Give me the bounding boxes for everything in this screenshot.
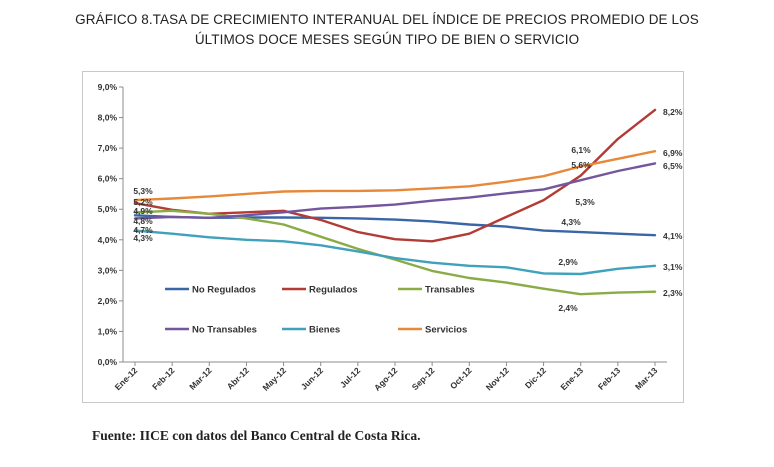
series-line-no-transables bbox=[133, 162, 657, 220]
data-label: 4,3% bbox=[561, 217, 581, 227]
data-label: 2,3% bbox=[663, 288, 683, 298]
data-label: 2,4% bbox=[558, 303, 578, 313]
x-tick-label: Jun-12 bbox=[299, 365, 326, 392]
data-label: 5,6% bbox=[571, 160, 591, 170]
legend-label-transables: Transables bbox=[425, 285, 475, 296]
y-tick-label: 5,0% bbox=[98, 204, 118, 214]
y-tick-label: 3,0% bbox=[98, 265, 118, 275]
legend-label-no-transables: No Transables bbox=[192, 325, 257, 336]
data-label: 4,3% bbox=[133, 233, 153, 243]
y-tick-label: 4,0% bbox=[98, 235, 118, 245]
legend-label-servicios: Servicios bbox=[425, 325, 467, 336]
data-label: 2,9% bbox=[558, 257, 578, 267]
x-tick-label: May-12 bbox=[261, 365, 289, 393]
y-tick-label: 8,0% bbox=[98, 113, 118, 123]
data-label: 6,1% bbox=[571, 145, 591, 155]
x-tick-label: Oct-12 bbox=[448, 365, 474, 391]
x-tick-label: Ene-12 bbox=[113, 365, 140, 392]
x-tick-label: Nov-12 bbox=[484, 365, 511, 392]
source-note: Fuente: IICE con datos del Banco Central… bbox=[92, 428, 421, 443]
y-tick-label: 1,0% bbox=[98, 326, 118, 336]
x-tick-label: Ene-13 bbox=[558, 365, 585, 392]
data-label: 4,1% bbox=[663, 231, 683, 241]
chart-title-line-2: ÚLTIMOS DOCE MESES SEGÚN TIPO DE BIEN O … bbox=[194, 32, 580, 47]
y-tick-label: 7,0% bbox=[98, 143, 118, 153]
x-tick-label: Mar-12 bbox=[187, 365, 214, 392]
y-tick-label: 2,0% bbox=[98, 296, 118, 306]
data-label: 5,3% bbox=[575, 197, 595, 207]
data-label: 8,2% bbox=[663, 107, 683, 117]
data-label: 5,2% bbox=[133, 197, 153, 207]
legend-label-bienes: Bienes bbox=[309, 325, 340, 336]
x-tick-label: Sep-12 bbox=[410, 365, 437, 392]
x-tick-label: Mar-13 bbox=[633, 365, 660, 392]
series-line-transables bbox=[133, 209, 657, 296]
data-label: 5,3% bbox=[133, 186, 153, 196]
data-label: 6,5% bbox=[663, 161, 683, 171]
chart-title-line-1: GRÁFICO 8.TASA DE CRECIMIENTO INTERANUAL… bbox=[75, 12, 699, 27]
x-tick-label: Abr-12 bbox=[225, 365, 251, 391]
data-label: 4,8% bbox=[133, 216, 153, 226]
legend-label-regulados: Regulados bbox=[309, 285, 358, 296]
x-tick-label: Dic-12 bbox=[523, 365, 548, 390]
y-tick-label: 0,0% bbox=[98, 357, 118, 367]
data-label: 3,1% bbox=[663, 262, 683, 272]
data-label: 6,9% bbox=[663, 148, 683, 158]
x-tick-label: Jul-12 bbox=[338, 365, 363, 390]
x-tick-label: Feb-12 bbox=[150, 365, 177, 392]
x-tick-label: Feb-13 bbox=[596, 365, 623, 392]
y-tick-label: 6,0% bbox=[98, 174, 118, 184]
data-label: 4,7% bbox=[133, 225, 153, 235]
x-tick-label: Ago-12 bbox=[372, 365, 400, 393]
series-line-servicios bbox=[133, 149, 657, 202]
data-label: 4,9% bbox=[133, 206, 153, 216]
legend-label-no-regulados: No Regulados bbox=[192, 285, 256, 296]
series-line-bienes bbox=[133, 229, 657, 276]
y-tick-label: 9,0% bbox=[98, 82, 118, 92]
